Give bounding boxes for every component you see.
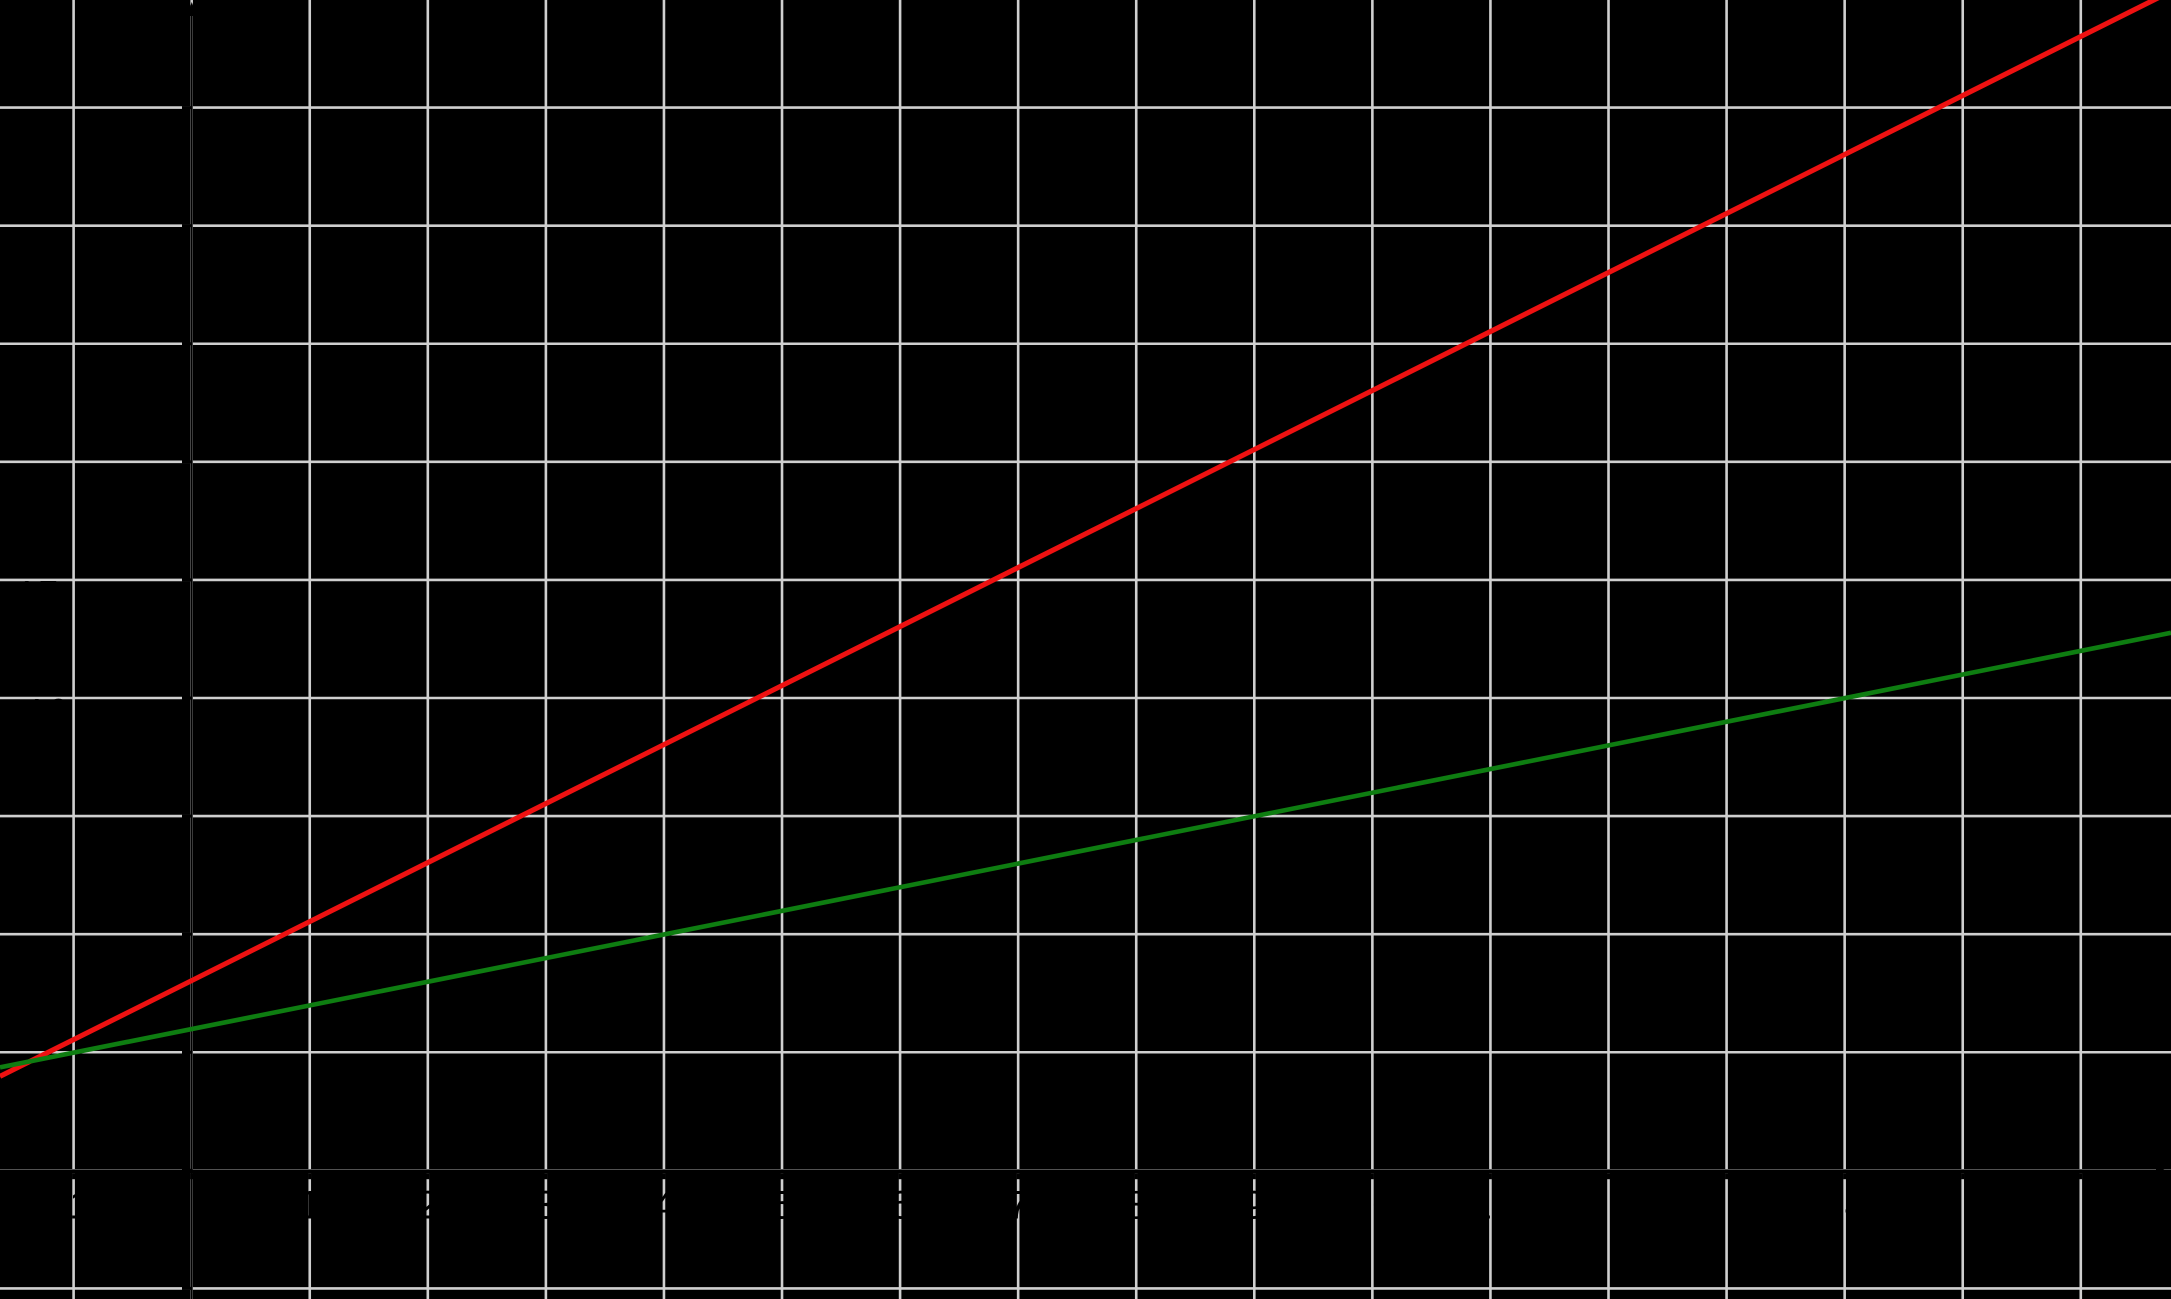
svg-text:-1: -1 xyxy=(56,1184,92,1228)
svg-text:14: 14 xyxy=(1822,1184,1867,1228)
svg-text:16: 16 xyxy=(2059,1184,2104,1228)
svg-text:1: 1 xyxy=(299,1184,321,1228)
svg-text:4: 4 xyxy=(653,1184,675,1228)
svg-text:13: 13 xyxy=(1704,1184,1749,1228)
svg-text:15: 15 xyxy=(15,573,60,617)
svg-text:2: 2 xyxy=(417,1184,439,1228)
svg-text:15: 15 xyxy=(1940,1184,1985,1228)
svg-text:9: 9 xyxy=(1243,1184,1265,1228)
svg-text:7: 7 xyxy=(1007,1184,1029,1228)
svg-text:5: 5 xyxy=(771,1184,793,1228)
svg-text:11: 11 xyxy=(1470,1184,1512,1228)
svg-text:10: 10 xyxy=(25,692,70,736)
svg-text:8: 8 xyxy=(1125,1184,1147,1228)
svg-text:6: 6 xyxy=(889,1184,911,1228)
svg-text:12: 12 xyxy=(1586,1184,1631,1228)
svg-text:10: 10 xyxy=(1350,1184,1395,1228)
svg-text:3: 3 xyxy=(535,1184,557,1228)
